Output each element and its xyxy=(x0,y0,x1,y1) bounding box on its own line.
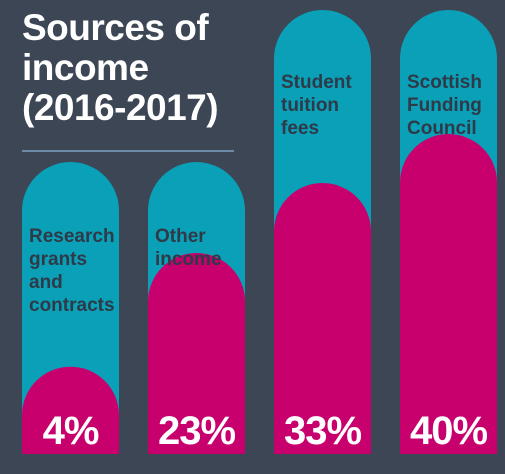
title-line-2: income xyxy=(22,47,149,88)
bar-3 xyxy=(274,183,371,454)
title-divider xyxy=(22,150,234,152)
category-label-1-line-2: grants xyxy=(29,249,87,270)
bar-1 xyxy=(22,366,119,454)
category-label-2-line-1: Other xyxy=(155,226,206,247)
value-label-1: 4% xyxy=(43,409,99,453)
value-label-3: 33% xyxy=(284,409,361,453)
category-label-3-line-2: tuition xyxy=(281,95,339,116)
category-label-3-line-1: Student xyxy=(281,72,352,93)
title-line-1: Sources of xyxy=(22,7,209,48)
category-label-4-line-2: Funding xyxy=(407,95,482,116)
category-label-4-line-3: Council xyxy=(407,118,477,139)
bar-4 xyxy=(400,134,497,454)
value-label-2: 23% xyxy=(158,409,235,453)
category-label-1-line-3: and xyxy=(29,272,63,293)
value-label-4: 40% xyxy=(410,409,487,453)
category-label-1-line-1: Research xyxy=(29,226,115,247)
category-label-3-line-3: fees xyxy=(281,118,319,139)
bar-2 xyxy=(148,253,245,454)
title-line-3: (2016-2017) xyxy=(22,87,219,128)
category-label-1-line-4: contracts xyxy=(29,295,115,316)
category-label-2-line-2: income xyxy=(155,249,222,270)
chart-title: Sources of income (2016-2017) xyxy=(22,8,272,128)
category-label-4-line-1: Scottish xyxy=(407,72,482,93)
